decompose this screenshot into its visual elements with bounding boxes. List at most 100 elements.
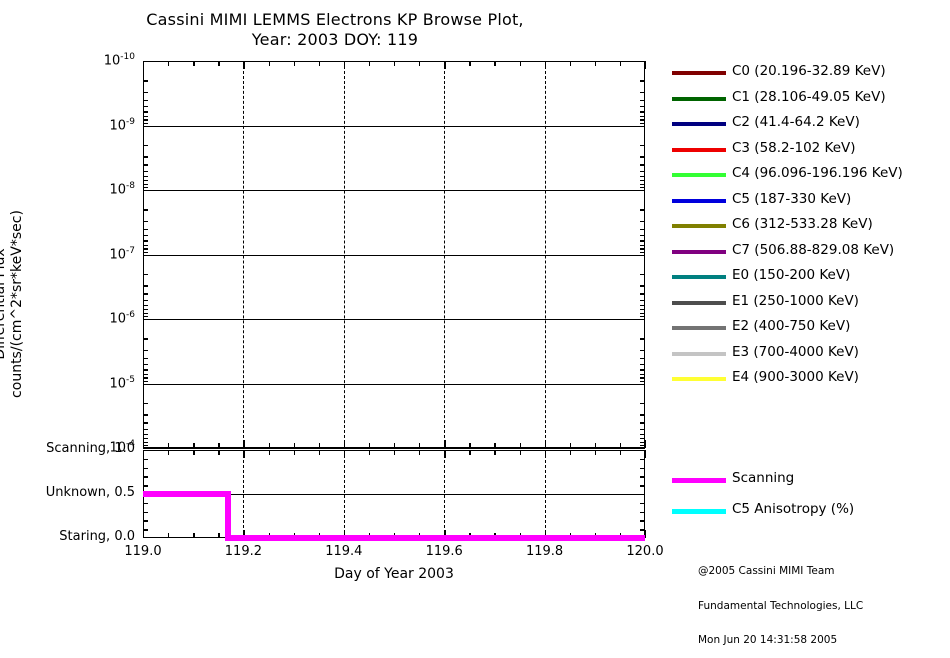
flux-gridline-v	[544, 61, 546, 448]
legend-color-swatch	[672, 377, 726, 381]
legend-item-label: E1 (250-1000 KeV)	[732, 292, 859, 309]
legend-item[interactable]: C1 (28.106-49.05 KeV)	[672, 88, 950, 114]
flux-gridline-h	[143, 190, 645, 191]
legend-item[interactable]: E4 (900-3000 KeV)	[672, 368, 950, 394]
y-tick-minor-right	[640, 304, 645, 307]
aux-legend-item[interactable]: C5 Anisotropy (%)	[672, 499, 950, 530]
y-tick-minor-right	[640, 285, 645, 287]
aux-y-tick-minor	[143, 476, 148, 478]
y-tick-minor	[143, 144, 148, 147]
credit-line-3: Mon Jun 20 14:31:58 2005	[698, 634, 838, 646]
y-tick-minor-right	[640, 106, 645, 108]
x-tick-minor	[569, 443, 572, 448]
y-tick-exponent: -5	[126, 374, 135, 385]
x-tick-minor-top	[293, 450, 295, 455]
x-tick-label: 119.2	[224, 544, 262, 559]
x-tick-minor	[168, 443, 170, 448]
x-tick-minor	[343, 443, 346, 448]
y-tick-mantissa: 10	[109, 117, 127, 133]
legend-item[interactable]: E0 (150-200 KeV)	[672, 266, 950, 292]
x-tick-major-top	[143, 450, 145, 458]
x-tick-minor-top	[168, 61, 170, 66]
y-tick-minor	[143, 180, 148, 182]
x-tick-minor-top	[243, 61, 245, 66]
y-tick-minor	[143, 228, 148, 231]
aux-y-tick-label: Staring, 0.0	[59, 529, 135, 544]
legend-item[interactable]: C3 (58.2-102 KeV)	[672, 139, 950, 165]
y-tick-mantissa: 10	[109, 311, 127, 327]
legend-item[interactable]: E2 (400-750 KeV)	[672, 317, 950, 343]
y-tick-minor-right	[640, 119, 645, 121]
flux-gridline-v	[444, 61, 446, 448]
y-tick-exponent: -4	[126, 439, 135, 449]
x-tick-minor	[193, 443, 195, 448]
x-tick-minor-top	[268, 450, 270, 455]
aux-y-tick-minor	[143, 511, 148, 513]
x-axis-title: Day of Year 2003	[334, 566, 454, 582]
y-tick-minor-right	[640, 309, 645, 311]
y-tick-minor	[143, 441, 148, 444]
y-tick-major-right	[636, 448, 645, 450]
y-tick-label: 10-8	[0, 181, 135, 197]
y-tick-label: 10-10	[0, 52, 135, 68]
y-tick-minor-right	[640, 251, 645, 253]
x-tick-minor	[544, 443, 546, 448]
y-tick-minor	[143, 251, 148, 253]
x-tick-major-bottom	[143, 440, 145, 448]
x-tick-minor-top	[594, 61, 597, 66]
legend-item[interactable]: E1 (250-1000 KeV)	[672, 292, 950, 318]
x-tick-minor-top	[544, 61, 546, 66]
y-tick-minor-right	[640, 369, 645, 371]
aux-y-tick-label: Unknown, 0.5	[45, 485, 135, 500]
x-tick-minor	[168, 533, 170, 538]
legend-item[interactable]: C7 (506.88-829.08 KeV)	[672, 241, 950, 267]
y-tick-minor	[143, 248, 148, 250]
legend-item[interactable]: C0 (20.196-32.89 KeV)	[672, 62, 950, 88]
aux-y-tick-major	[143, 536, 152, 538]
y-tick-minor	[143, 357, 148, 360]
y-tick-label: 10-9	[0, 117, 135, 133]
legend-item-label: C1 (28.106-49.05 KeV)	[732, 88, 886, 105]
y-tick-minor-right	[640, 115, 645, 117]
y-tick-minor-right	[640, 438, 645, 440]
scan-gridline-h	[143, 494, 645, 495]
x-tick-major-bottom	[143, 530, 145, 538]
x-tick-minor	[368, 443, 371, 448]
legend-color-swatch	[672, 351, 726, 356]
y-tick-exponent: -9	[126, 116, 135, 127]
legend-item[interactable]: C2 (41.4-64.2 KeV)	[672, 113, 950, 139]
x-tick-minor-top	[494, 450, 496, 455]
credit-line-1: @2005 Cassini MIMI Team	[698, 565, 835, 577]
y-tick-minor	[143, 220, 148, 223]
legend-color-swatch	[672, 224, 726, 228]
legend-item-label: C3 (58.2-102 KeV)	[732, 139, 856, 156]
y-tick-minor	[143, 175, 148, 178]
aux-legend-item[interactable]: Scanning	[672, 468, 950, 499]
legend-item[interactable]: C4 (96.096-196.196 KeV)	[672, 164, 950, 190]
x-tick-label: 119.6	[425, 544, 463, 559]
legend-item[interactable]: C6 (312-533.28 KeV)	[672, 215, 950, 241]
y-tick-minor-right	[640, 338, 645, 340]
legend-color-swatch	[672, 173, 726, 177]
y-tick-minor	[143, 209, 148, 211]
y-tick-minor-right	[640, 187, 645, 189]
credit-block: @2005 Cassini MIMI Team Fundamental Tech…	[698, 543, 863, 658]
legend-item-label: E3 (700-4000 KeV)	[732, 343, 859, 360]
scanning-trace-segment	[225, 491, 232, 541]
y-tick-minor-right	[640, 414, 645, 416]
y-tick-minor-right	[640, 144, 645, 147]
legend-item[interactable]: E3 (700-4000 KeV)	[672, 343, 950, 369]
legend-color-swatch	[672, 71, 726, 75]
flux-gridline-h	[143, 319, 645, 320]
y-tick-minor-right	[640, 235, 645, 237]
x-tick-minor	[444, 443, 446, 448]
legend-item[interactable]: C5 (187-330 KeV)	[672, 190, 950, 216]
x-tick-minor-top	[268, 61, 270, 66]
y-tick-minor	[143, 106, 148, 108]
y-tick-minor	[143, 119, 148, 121]
aux-y-tick-minor	[143, 520, 148, 522]
y-tick-minor	[143, 293, 148, 295]
aux-legend-item-label: Scanning	[732, 470, 795, 486]
y-tick-mantissa: 10	[109, 246, 127, 262]
x-tick-minor	[519, 443, 521, 448]
